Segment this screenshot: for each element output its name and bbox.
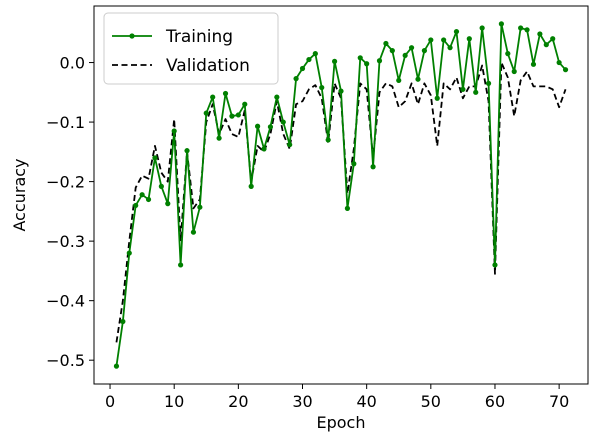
training-point [248,183,254,189]
training-point [453,28,460,35]
training-point [235,112,241,118]
training-point [389,48,395,54]
x-tick-label: 30 [292,392,312,411]
training-point [537,31,543,37]
training-point [357,55,363,61]
y-tick-label: −0.4 [46,292,85,311]
training-point [145,196,152,203]
training-point [421,48,428,54]
training-point [113,363,120,369]
x-tick-label: 20 [228,392,248,411]
training-point [434,95,440,101]
y-tick-label: −0.1 [46,113,85,132]
training-point [216,135,222,141]
training-point [197,204,203,210]
training-point [383,40,389,47]
training-point [178,262,184,268]
training-point [485,80,492,86]
training-point [287,142,293,148]
training-point [190,229,197,235]
training-point [376,58,383,64]
training-point [139,192,145,198]
training-point [351,161,357,167]
training-point [408,45,415,51]
x-tick-label: 70 [549,392,569,411]
training-point [133,202,139,209]
training-point [331,58,338,64]
x-axis-label: Epoch [317,413,366,432]
training-point [261,146,267,152]
training-point [158,183,164,189]
legend-training-label: Training [165,27,233,47]
training-point [312,51,318,57]
training-point [524,27,530,33]
training-point [184,148,190,154]
training-point [530,61,537,67]
training-point [126,250,132,256]
legend-box [103,12,279,85]
axes-frame [93,5,589,385]
training-point [344,205,351,211]
training-point [280,119,286,125]
training-point [299,65,306,72]
training-point [505,51,511,57]
training-point [556,59,562,66]
training-point [319,84,325,91]
training-point [543,42,549,48]
training-point [370,164,376,170]
training-point [120,318,126,325]
training-point [447,45,453,51]
training-point [441,37,447,43]
x-tick-label: 40 [356,392,376,411]
training-point [229,113,235,119]
training-point [428,37,434,43]
training-point [402,52,408,59]
training-point [492,262,498,268]
training-point [518,25,524,31]
training-point [210,94,216,100]
y-tick-label: −0.3 [46,232,85,251]
training-point [562,67,569,73]
x-tick-label: 50 [421,392,441,411]
training-point [466,36,472,42]
training-point [242,101,248,107]
training-point [550,36,556,42]
training-point [203,110,209,116]
training-point [325,137,331,143]
x-tick-label: 10 [164,392,184,411]
training-point [415,76,421,82]
legend-training-marker [129,33,135,39]
training-point [152,155,158,161]
training-point [254,123,261,129]
training-point [338,88,344,94]
y-tick-label: −0.5 [46,351,85,370]
training-point [479,25,485,31]
axis-ticks: 0 10 20 30 40 50 60 70 −0.5 −0.4 −0.3 −0.2 −0.1 0.0 [46,54,569,411]
y-tick-label: −0.2 [46,173,85,192]
training-point [165,201,171,207]
legend: Training Validation [103,12,279,85]
training-point [222,90,229,97]
training-point [306,56,312,63]
training-point [267,124,274,130]
x-tick-label: 0 [105,392,115,411]
training-point [460,86,466,92]
training-point [293,76,299,82]
y-axis-label: Accuracy [10,158,29,231]
training-point [473,89,479,95]
training-point [274,94,280,100]
training-point [364,61,370,67]
training-point [498,21,504,27]
plot-area [113,21,569,369]
training-point [396,77,402,84]
training-point [511,68,517,75]
x-tick-label: 60 [485,392,505,411]
legend-validation-label: Validation [166,56,250,76]
training-point [171,128,177,134]
y-tick-label: 0.0 [60,54,85,73]
